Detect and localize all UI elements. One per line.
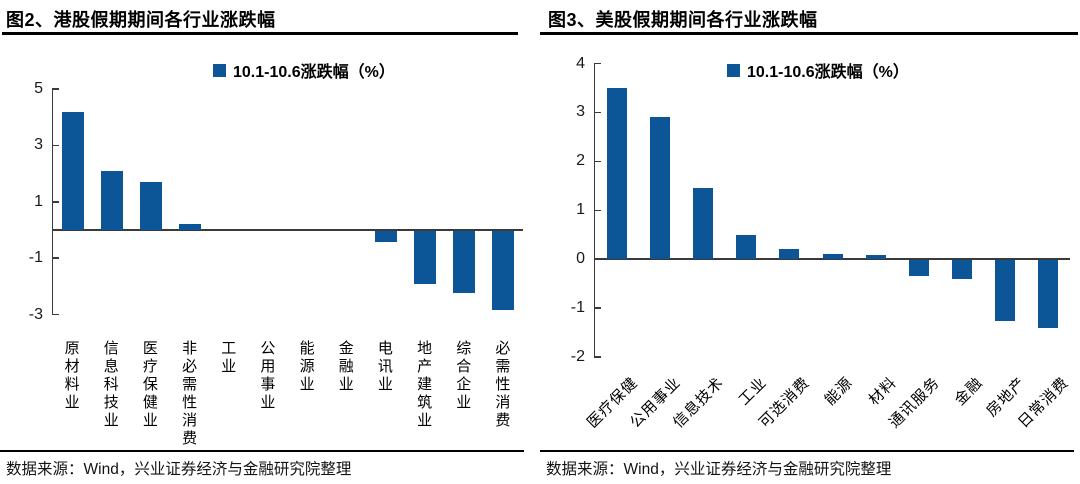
legend-label: 10.1-10.6涨跌幅（%） [747, 64, 909, 81]
bar [995, 259, 1016, 322]
y-tick-label: -3 [28, 305, 43, 323]
x-category-label: 电讯业 [375, 340, 393, 394]
legend-label: 10.1-10.6涨跌幅（%） [233, 64, 395, 81]
zero-baseline [595, 258, 1070, 260]
bar [414, 230, 437, 285]
title-underline [2, 32, 518, 35]
x-category-label: 非必需性消费 [180, 340, 198, 448]
x-category-label: 公用事业 [258, 340, 276, 412]
x-category-label: 地产建筑业 [415, 340, 433, 430]
y-tick [51, 201, 59, 203]
source-note: 数据来源：Wind，兴业证券经济与金融研究院整理 [6, 461, 352, 478]
y-tick-label: 2 [576, 152, 585, 170]
bar [692, 188, 713, 260]
legend-swatch-icon [213, 63, 226, 77]
x-category-label: 能源 [821, 374, 857, 409]
zero-baseline [53, 229, 523, 231]
y-tick-label: -2 [570, 348, 585, 365]
bar [61, 111, 84, 230]
hk-bar-chart: 10.1-10.6涨跌幅（%） 5 3 1 -1 -3 原材料业 信息科技业 医疗保健业 非必需… [0, 0, 540, 450]
bar [822, 254, 843, 260]
y-tick [51, 88, 59, 90]
source-note: 数据来源：Wind，兴业证券经济与金融研究院整理 [546, 461, 892, 478]
bar [139, 182, 162, 230]
bar [1038, 259, 1059, 329]
x-category-label: 金融业 [336, 340, 354, 394]
y-tick-label: 3 [576, 103, 585, 121]
bar [374, 230, 397, 242]
y-tick-label: -1 [570, 299, 585, 317]
y-tick [593, 356, 601, 358]
y-tick [593, 160, 601, 163]
y-tick-label: 3 [34, 136, 43, 154]
legend: 10.1-10.6涨跌幅（%） [213, 58, 395, 82]
bar [736, 234, 757, 260]
y-tick [593, 111, 601, 114]
x-category-label: 必需性消费 [493, 340, 511, 430]
bar [908, 259, 929, 277]
chart-title: 图3、美股假期期间各行业涨跌幅 [548, 10, 818, 30]
bar [100, 170, 123, 230]
y-tick [593, 62, 601, 65]
bar [179, 224, 202, 230]
y-tick-label: 1 [576, 201, 585, 219]
y-tick-label: 5 [34, 80, 43, 97]
y-tick [51, 144, 59, 147]
bar [453, 230, 476, 293]
footer-divider [0, 450, 524, 452]
bar [606, 87, 627, 260]
x-category-label: 医疗保健业 [140, 340, 158, 430]
panel-hk-industries: 图2、港股假期期间各行业涨跌幅 10.1-10.6涨跌幅（%） 5 3 1 -1 -3 原… [0, 0, 540, 478]
bar [952, 259, 973, 280]
bar [865, 255, 886, 260]
y-tick-label: -1 [28, 249, 43, 267]
panel-us-industries: 图3、美股假期期间各行业涨跌幅 10.1-10.6涨跌幅（%） 4 3 2 1 0 -1 -… [540, 0, 1080, 484]
x-category-label: 能源业 [297, 340, 315, 394]
y-tick [593, 307, 601, 309]
y-tick-label: 4 [576, 54, 585, 72]
y-tick [593, 209, 601, 211]
x-category-label: 材料 [865, 374, 900, 409]
title-underline [540, 32, 1078, 35]
bar [779, 249, 800, 260]
us-bar-chart: 10.1-10.6涨跌幅（%） 4 3 2 1 0 -1 -2 医疗保健 公用事业 信息技术 工业可… [540, 0, 1080, 450]
x-category-label: 工业 [219, 340, 237, 376]
footer-divider [540, 450, 1074, 452]
legend-swatch-icon [727, 63, 740, 77]
bar [492, 230, 515, 310]
legend: 10.1-10.6涨跌幅（%） [727, 58, 909, 82]
x-category-label: 综合企业 [454, 340, 472, 412]
x-category-label: 信息科技业 [101, 340, 119, 430]
y-tick-label: 1 [34, 192, 43, 210]
bar [649, 117, 670, 260]
y-tick [51, 257, 59, 259]
y-tick-label: 0 [576, 250, 585, 268]
y-tick [51, 313, 59, 316]
x-category-label: 原材料业 [62, 340, 80, 412]
chart-title: 图2、港股假期期间各行业涨跌幅 [6, 10, 276, 30]
